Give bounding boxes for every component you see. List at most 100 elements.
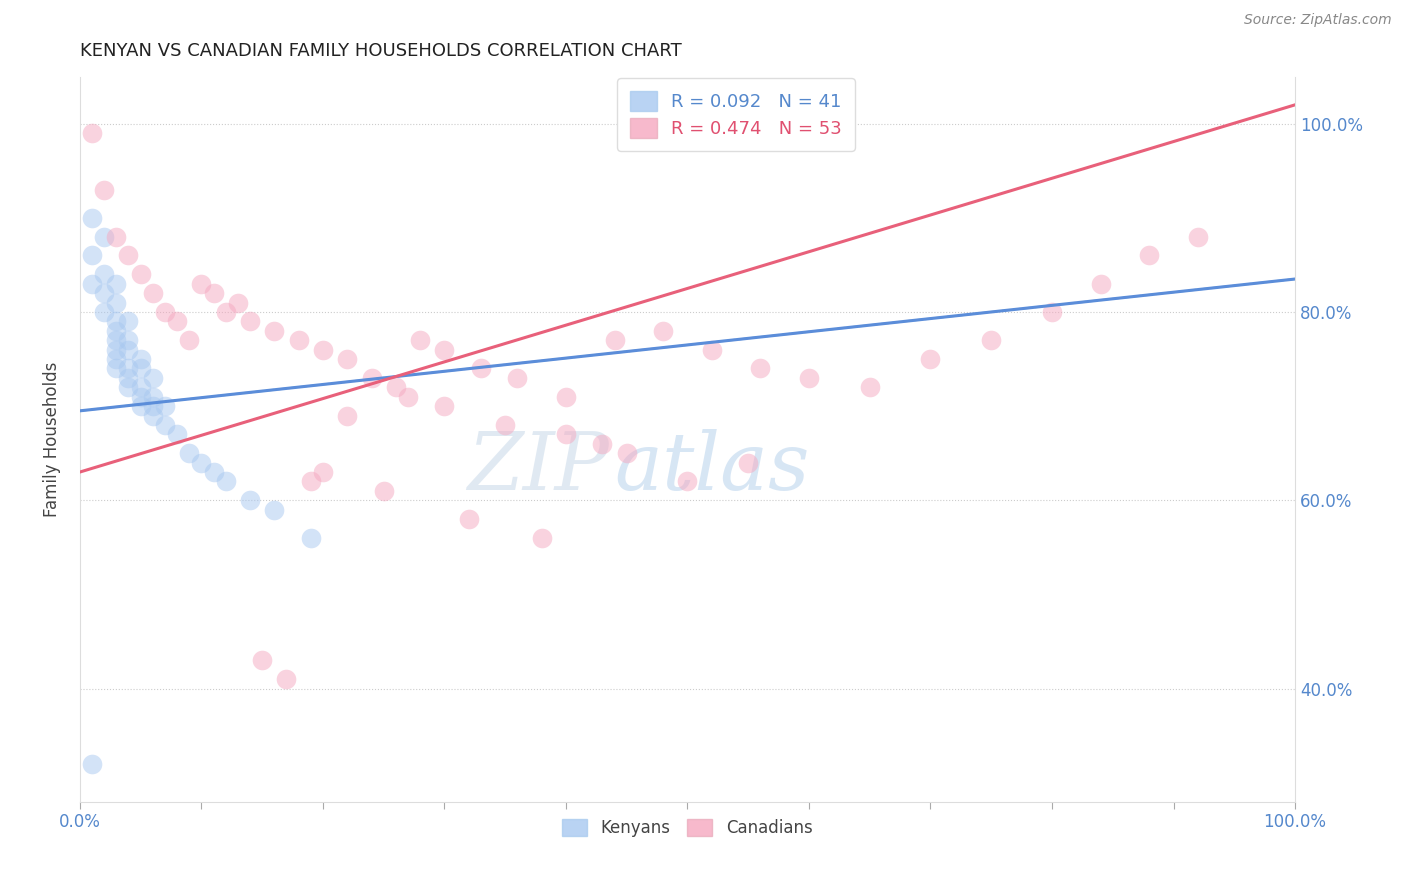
Text: Source: ZipAtlas.com: Source: ZipAtlas.com <box>1244 13 1392 28</box>
Point <box>142 390 165 404</box>
Point <box>555 390 578 404</box>
Point <box>93 305 115 319</box>
Point <box>336 409 359 423</box>
Legend: Kenyans, Canadians: Kenyans, Canadians <box>555 813 820 844</box>
Point <box>1137 248 1160 262</box>
Point <box>859 380 882 394</box>
Point <box>1187 229 1209 244</box>
Point <box>1090 277 1112 291</box>
Point <box>179 446 201 460</box>
Point <box>117 371 139 385</box>
Point <box>1040 305 1063 319</box>
Point <box>105 333 128 347</box>
Point <box>470 361 492 376</box>
Point <box>616 446 638 460</box>
Point <box>409 333 432 347</box>
Point <box>105 352 128 367</box>
Point <box>603 333 626 347</box>
Point <box>312 465 335 479</box>
Point <box>312 343 335 357</box>
Point <box>129 390 152 404</box>
Point <box>215 305 238 319</box>
Point <box>129 399 152 413</box>
Point <box>142 286 165 301</box>
Point <box>263 324 285 338</box>
Point <box>385 380 408 394</box>
Point <box>433 399 456 413</box>
Point <box>797 371 820 385</box>
Point <box>202 465 225 479</box>
Point <box>433 343 456 357</box>
Point <box>105 361 128 376</box>
Point <box>920 352 942 367</box>
Point <box>80 211 103 225</box>
Point <box>80 248 103 262</box>
Point <box>700 343 723 357</box>
Point <box>142 399 165 413</box>
Text: ZIP: ZIP <box>467 429 609 507</box>
Point <box>93 268 115 282</box>
Point <box>506 371 529 385</box>
Point <box>129 352 152 367</box>
Point <box>153 417 176 432</box>
Point <box>105 324 128 338</box>
Point <box>129 361 152 376</box>
Point <box>749 361 772 376</box>
Point <box>93 183 115 197</box>
Point <box>117 380 139 394</box>
Point <box>980 333 1002 347</box>
Point <box>105 277 128 291</box>
Point <box>80 756 103 771</box>
Point <box>117 343 139 357</box>
Point <box>166 427 188 442</box>
Point <box>299 531 322 545</box>
Point <box>276 672 298 686</box>
Point <box>179 333 201 347</box>
Point <box>117 248 139 262</box>
Point <box>105 343 128 357</box>
Point <box>591 437 613 451</box>
Point <box>117 361 139 376</box>
Point <box>105 314 128 328</box>
Point <box>153 305 176 319</box>
Point <box>215 475 238 489</box>
Point <box>239 493 262 508</box>
Point <box>190 277 212 291</box>
Text: KENYAN VS CANADIAN FAMILY HOUSEHOLDS CORRELATION CHART: KENYAN VS CANADIAN FAMILY HOUSEHOLDS COR… <box>80 42 682 60</box>
Point <box>166 314 188 328</box>
Point <box>239 314 262 328</box>
Point <box>190 456 212 470</box>
Point <box>93 229 115 244</box>
Point <box>676 475 699 489</box>
Point <box>336 352 359 367</box>
Point <box>287 333 309 347</box>
Point <box>457 512 479 526</box>
Point <box>263 502 285 516</box>
Point <box>117 314 139 328</box>
Point <box>226 295 249 310</box>
Point <box>80 126 103 140</box>
Y-axis label: Family Households: Family Households <box>44 361 60 516</box>
Point <box>373 483 395 498</box>
Point <box>105 229 128 244</box>
Point <box>117 333 139 347</box>
Point <box>93 286 115 301</box>
Point <box>360 371 382 385</box>
Point <box>737 456 759 470</box>
Point <box>202 286 225 301</box>
Point <box>396 390 419 404</box>
Point <box>530 531 553 545</box>
Point <box>555 427 578 442</box>
Point <box>153 399 176 413</box>
Point <box>299 475 322 489</box>
Point <box>652 324 675 338</box>
Point <box>494 417 516 432</box>
Point <box>129 380 152 394</box>
Point <box>105 295 128 310</box>
Point <box>80 277 103 291</box>
Point <box>142 371 165 385</box>
Point <box>250 653 273 667</box>
Text: atlas: atlas <box>614 429 810 507</box>
Point <box>129 268 152 282</box>
Point <box>142 409 165 423</box>
